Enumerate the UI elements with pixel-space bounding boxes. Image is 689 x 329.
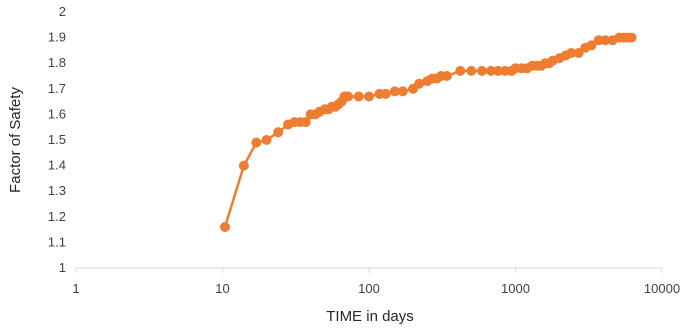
data-point — [364, 91, 374, 102]
data-point — [455, 65, 466, 76]
y-tick-label: 1.9 — [48, 30, 66, 45]
data-point — [397, 86, 408, 97]
data-point — [600, 35, 611, 46]
data-point — [273, 127, 284, 138]
axes: 1 1.1 1.2 1.3 1.4 1.5 1.6 1.7 1.8 1.9 2 1 10 100 1000 1… — [48, 4, 680, 296]
data-point — [353, 91, 364, 102]
data-point — [466, 65, 477, 76]
y-tick-label: 1.2 — [48, 209, 66, 224]
data-point — [220, 222, 230, 232]
data-point — [626, 32, 637, 43]
data-point — [389, 86, 400, 97]
y-tick-label: 1.7 — [48, 81, 66, 96]
y-tick-label: 1.6 — [48, 106, 66, 121]
data-point — [566, 48, 577, 58]
data-point — [586, 40, 597, 51]
data-point — [380, 88, 391, 99]
y-tick-label: 1 — [59, 260, 66, 275]
x-axis-title: TIME in days — [326, 308, 414, 325]
series-points — [220, 32, 637, 232]
data-point — [251, 137, 262, 148]
y-tick-label: 2 — [59, 4, 66, 19]
data-point — [414, 78, 425, 89]
data-point — [343, 91, 354, 102]
data-point — [238, 160, 249, 171]
y-tick-label: 1.3 — [48, 183, 66, 198]
y-tick-label: 1.8 — [48, 55, 66, 70]
series-polyline — [223, 36, 632, 228]
y-axis-title: Factor of Safety — [7, 87, 24, 193]
x-tick-label: 10000 — [644, 281, 680, 296]
x-tick-label: 10 — [215, 281, 229, 296]
data-point — [300, 117, 311, 128]
y-tick-label: 1.5 — [48, 132, 66, 147]
series-line — [223, 36, 632, 228]
data-point — [493, 65, 503, 76]
data-point — [441, 71, 452, 81]
data-point — [476, 65, 487, 76]
y-tick-label: 1.4 — [48, 158, 66, 173]
y-tick-label: 1.1 — [48, 234, 66, 249]
x-tick-label: 1 — [72, 281, 79, 296]
x-tick-label: 100 — [358, 281, 380, 296]
data-point — [486, 65, 496, 76]
x-tick-label: 1000 — [501, 281, 530, 296]
data-point — [261, 135, 272, 145]
